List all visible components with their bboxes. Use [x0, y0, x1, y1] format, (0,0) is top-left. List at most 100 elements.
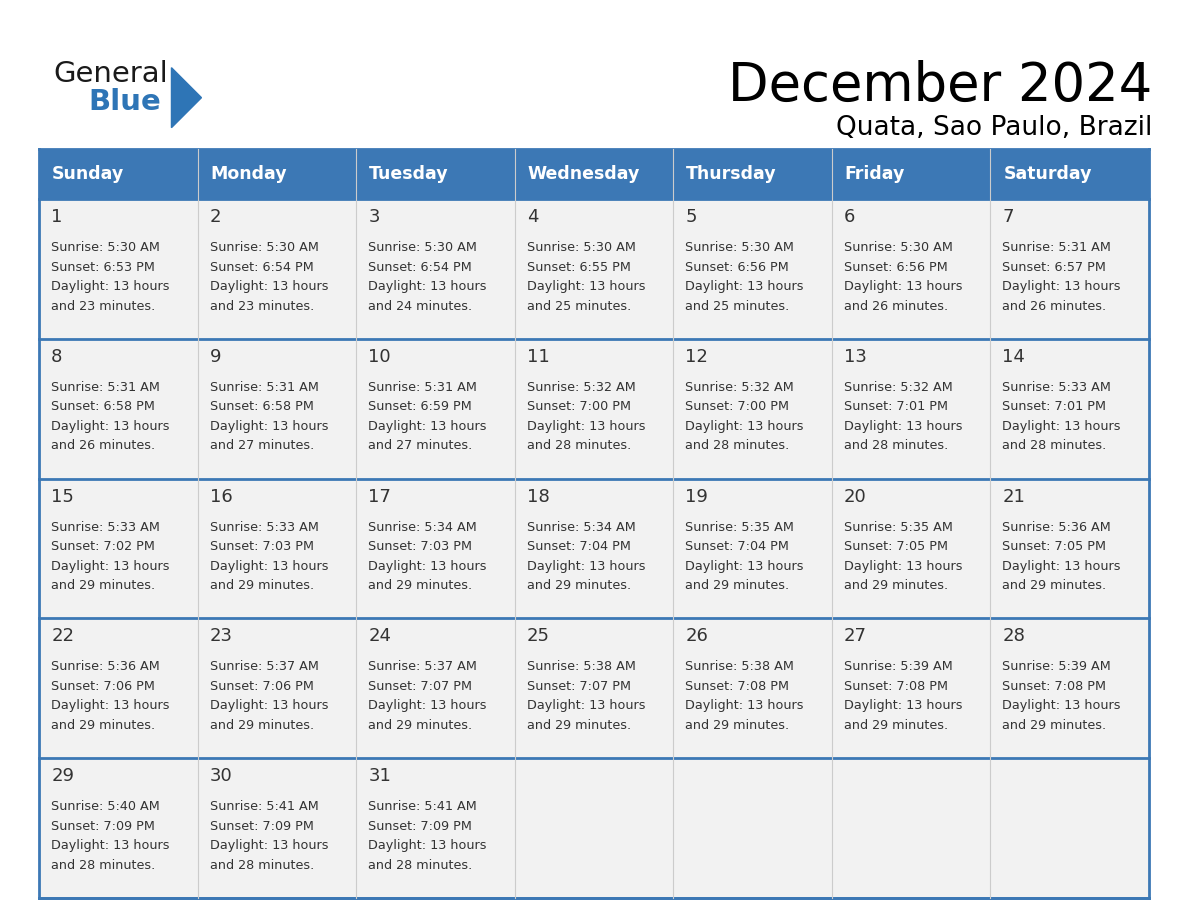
- Text: Monday: Monday: [210, 165, 287, 183]
- Text: Sunrise: 5:37 AM: Sunrise: 5:37 AM: [368, 660, 478, 674]
- Text: Daylight: 13 hours: Daylight: 13 hours: [368, 560, 487, 573]
- Text: Sunset: 7:06 PM: Sunset: 7:06 PM: [210, 680, 314, 693]
- Text: Sunday: Sunday: [52, 165, 125, 183]
- Text: and 24 minutes.: and 24 minutes.: [368, 299, 473, 313]
- Text: 31: 31: [368, 767, 391, 785]
- Text: 20: 20: [843, 487, 866, 506]
- Text: Sunset: 7:07 PM: Sunset: 7:07 PM: [526, 680, 631, 693]
- Text: Friday: Friday: [845, 165, 905, 183]
- Text: Sunset: 7:08 PM: Sunset: 7:08 PM: [685, 680, 789, 693]
- Text: Sunset: 6:58 PM: Sunset: 6:58 PM: [51, 400, 156, 413]
- Text: Sunset: 6:59 PM: Sunset: 6:59 PM: [368, 400, 472, 413]
- Text: Daylight: 13 hours: Daylight: 13 hours: [210, 280, 328, 293]
- Text: Sunset: 6:54 PM: Sunset: 6:54 PM: [210, 261, 314, 274]
- Text: and 23 minutes.: and 23 minutes.: [210, 299, 314, 313]
- Text: 21: 21: [1003, 487, 1025, 506]
- Text: 2: 2: [210, 208, 221, 226]
- Text: Daylight: 13 hours: Daylight: 13 hours: [51, 280, 170, 293]
- Bar: [39, 619, 1149, 758]
- Text: and 29 minutes.: and 29 minutes.: [368, 579, 473, 592]
- Text: Daylight: 13 hours: Daylight: 13 hours: [1003, 560, 1120, 573]
- Text: Daylight: 13 hours: Daylight: 13 hours: [685, 560, 804, 573]
- Text: 13: 13: [843, 348, 866, 366]
- Text: 5: 5: [685, 208, 696, 226]
- Text: Sunrise: 5:30 AM: Sunrise: 5:30 AM: [51, 241, 160, 254]
- Text: Sunrise: 5:30 AM: Sunrise: 5:30 AM: [368, 241, 478, 254]
- Text: 9: 9: [210, 348, 221, 366]
- Text: and 25 minutes.: and 25 minutes.: [685, 299, 790, 313]
- Text: Sunrise: 5:31 AM: Sunrise: 5:31 AM: [51, 381, 160, 394]
- Text: and 26 minutes.: and 26 minutes.: [51, 440, 156, 453]
- Text: Sunset: 7:04 PM: Sunset: 7:04 PM: [526, 540, 631, 554]
- Text: and 25 minutes.: and 25 minutes.: [526, 299, 631, 313]
- Text: Daylight: 13 hours: Daylight: 13 hours: [51, 839, 170, 852]
- Bar: [39, 199, 1149, 339]
- Text: 11: 11: [526, 348, 550, 366]
- Text: Sunset: 7:08 PM: Sunset: 7:08 PM: [1003, 680, 1106, 693]
- Text: 24: 24: [368, 627, 391, 645]
- Text: Sunrise: 5:36 AM: Sunrise: 5:36 AM: [51, 660, 160, 674]
- Text: Sunrise: 5:32 AM: Sunrise: 5:32 AM: [843, 381, 953, 394]
- Text: 27: 27: [843, 627, 867, 645]
- Text: 19: 19: [685, 487, 708, 506]
- Text: Sunrise: 5:35 AM: Sunrise: 5:35 AM: [843, 521, 953, 533]
- Text: Sunrise: 5:38 AM: Sunrise: 5:38 AM: [685, 660, 794, 674]
- Text: Sunrise: 5:31 AM: Sunrise: 5:31 AM: [368, 381, 478, 394]
- Text: Thursday: Thursday: [687, 165, 777, 183]
- Text: Sunrise: 5:34 AM: Sunrise: 5:34 AM: [526, 521, 636, 533]
- Text: Daylight: 13 hours: Daylight: 13 hours: [685, 280, 804, 293]
- Text: 23: 23: [210, 627, 233, 645]
- Text: 28: 28: [1003, 627, 1025, 645]
- Text: Sunset: 7:01 PM: Sunset: 7:01 PM: [843, 400, 948, 413]
- Polygon shape: [171, 68, 202, 128]
- Text: and 26 minutes.: and 26 minutes.: [843, 299, 948, 313]
- Bar: [39, 478, 1149, 619]
- Text: Sunrise: 5:30 AM: Sunrise: 5:30 AM: [210, 241, 318, 254]
- Text: Sunrise: 5:37 AM: Sunrise: 5:37 AM: [210, 660, 318, 674]
- Text: Daylight: 13 hours: Daylight: 13 hours: [526, 700, 645, 712]
- Text: Sunset: 6:56 PM: Sunset: 6:56 PM: [685, 261, 789, 274]
- Text: Daylight: 13 hours: Daylight: 13 hours: [843, 420, 962, 433]
- Text: Sunset: 7:02 PM: Sunset: 7:02 PM: [51, 540, 156, 554]
- Text: Daylight: 13 hours: Daylight: 13 hours: [526, 280, 645, 293]
- Text: Daylight: 13 hours: Daylight: 13 hours: [685, 700, 804, 712]
- Text: Daylight: 13 hours: Daylight: 13 hours: [526, 560, 645, 573]
- Text: Sunrise: 5:30 AM: Sunrise: 5:30 AM: [685, 241, 794, 254]
- Text: Sunset: 7:00 PM: Sunset: 7:00 PM: [685, 400, 789, 413]
- Text: Daylight: 13 hours: Daylight: 13 hours: [51, 700, 170, 712]
- Text: Daylight: 13 hours: Daylight: 13 hours: [51, 420, 170, 433]
- Text: Daylight: 13 hours: Daylight: 13 hours: [210, 700, 328, 712]
- Text: and 28 minutes.: and 28 minutes.: [368, 858, 473, 871]
- Text: and 28 minutes.: and 28 minutes.: [526, 440, 631, 453]
- Text: Sunset: 6:55 PM: Sunset: 6:55 PM: [526, 261, 631, 274]
- Text: Sunset: 6:54 PM: Sunset: 6:54 PM: [368, 261, 472, 274]
- Text: Daylight: 13 hours: Daylight: 13 hours: [210, 420, 328, 433]
- Text: General: General: [53, 60, 169, 88]
- Text: Sunset: 7:09 PM: Sunset: 7:09 PM: [51, 820, 156, 833]
- Text: 10: 10: [368, 348, 391, 366]
- Text: 14: 14: [1003, 348, 1025, 366]
- Text: Sunrise: 5:40 AM: Sunrise: 5:40 AM: [51, 800, 160, 813]
- Text: 12: 12: [685, 348, 708, 366]
- Text: 1: 1: [51, 208, 63, 226]
- Text: and 23 minutes.: and 23 minutes.: [51, 299, 156, 313]
- Text: Sunrise: 5:33 AM: Sunrise: 5:33 AM: [1003, 381, 1111, 394]
- Text: Daylight: 13 hours: Daylight: 13 hours: [51, 560, 170, 573]
- Text: Quata, Sao Paulo, Brazil: Quata, Sao Paulo, Brazil: [836, 115, 1152, 140]
- Text: Sunrise: 5:41 AM: Sunrise: 5:41 AM: [368, 800, 476, 813]
- Text: Sunset: 7:03 PM: Sunset: 7:03 PM: [210, 540, 314, 554]
- Text: and 28 minutes.: and 28 minutes.: [1003, 440, 1106, 453]
- Text: Sunrise: 5:34 AM: Sunrise: 5:34 AM: [368, 521, 476, 533]
- Text: Sunrise: 5:32 AM: Sunrise: 5:32 AM: [685, 381, 794, 394]
- Text: Sunrise: 5:38 AM: Sunrise: 5:38 AM: [526, 660, 636, 674]
- Text: and 27 minutes.: and 27 minutes.: [210, 440, 314, 453]
- Text: and 28 minutes.: and 28 minutes.: [210, 858, 314, 871]
- Text: Sunrise: 5:30 AM: Sunrise: 5:30 AM: [843, 241, 953, 254]
- Text: Sunset: 7:09 PM: Sunset: 7:09 PM: [368, 820, 472, 833]
- Text: Sunrise: 5:31 AM: Sunrise: 5:31 AM: [1003, 241, 1111, 254]
- Text: Daylight: 13 hours: Daylight: 13 hours: [1003, 700, 1120, 712]
- Text: Daylight: 13 hours: Daylight: 13 hours: [843, 700, 962, 712]
- Text: Sunset: 6:56 PM: Sunset: 6:56 PM: [843, 261, 948, 274]
- Text: Sunrise: 5:41 AM: Sunrise: 5:41 AM: [210, 800, 318, 813]
- Text: Daylight: 13 hours: Daylight: 13 hours: [843, 280, 962, 293]
